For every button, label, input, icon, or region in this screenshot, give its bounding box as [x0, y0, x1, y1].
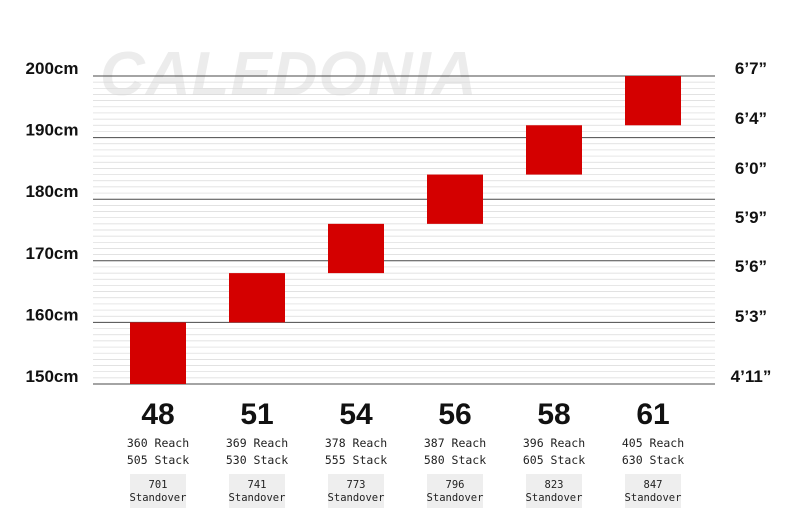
standover-value: 823: [545, 479, 564, 491]
size-range-bar: [625, 76, 681, 126]
standover-box: [229, 474, 285, 508]
stack-value: 605 Stack: [523, 453, 585, 467]
size-range-bar: [526, 125, 582, 175]
standover-label: Standover: [427, 492, 484, 504]
standover-box: [625, 474, 681, 508]
standover-box: [328, 474, 384, 508]
standover-label: Standover: [625, 492, 682, 504]
frame-size-label: 56: [438, 398, 471, 431]
reach-value: 405 Reach: [622, 436, 684, 450]
y-tick-label-cm: 190cm: [26, 121, 79, 140]
frame-size-label: 54: [339, 398, 373, 431]
brand-watermark: CALEDONIA: [100, 40, 478, 109]
standover-label: Standover: [130, 492, 187, 504]
y-tick-label-ft: 4’11”: [731, 367, 772, 386]
standover-value: 796: [446, 479, 465, 491]
size-range-bar: [328, 223, 384, 274]
reach-value: 369 Reach: [226, 436, 288, 450]
standover-value: 773: [347, 479, 366, 491]
standover-label: Standover: [526, 492, 583, 504]
y-tick-label-cm: 170cm: [26, 244, 79, 263]
frame-size-label: 48: [141, 398, 174, 431]
standover-box: [526, 474, 582, 508]
y-tick-label-cm: 180cm: [26, 182, 79, 201]
standover-box: [427, 474, 483, 508]
stack-value: 555 Stack: [325, 453, 387, 467]
standover-value: 847: [644, 479, 663, 491]
frame-size-label: 51: [240, 398, 273, 431]
frame-size-label: 61: [636, 398, 669, 431]
y-tick-label-cm: 160cm: [26, 305, 79, 324]
size-range-bar: [427, 174, 483, 224]
standover-label: Standover: [328, 492, 385, 504]
standover-label: Standover: [229, 492, 286, 504]
standover-value: 701: [149, 479, 168, 491]
size-range-bars: [130, 76, 681, 384]
y-tick-label-ft: 6’0”: [735, 159, 767, 178]
reach-value: 396 Reach: [523, 436, 585, 450]
stack-value: 530 Stack: [226, 453, 288, 467]
stack-value: 580 Stack: [424, 453, 486, 467]
stack-value: 505 Stack: [127, 453, 189, 467]
left-axis-cm: 200cm 190cm 180cm 170cm 160cm 150cm: [26, 59, 79, 386]
reach-value: 360 Reach: [127, 436, 189, 450]
grid-lines: [93, 75, 715, 385]
reach-value: 378 Reach: [325, 436, 387, 450]
stack-value: 630 Stack: [622, 453, 684, 467]
y-tick-label-ft: 6’7”: [735, 59, 767, 78]
reach-value: 387 Reach: [424, 436, 486, 450]
y-tick-label-ft: 5’3”: [735, 307, 767, 326]
y-tick-label-ft: 5’9”: [735, 208, 767, 227]
y-tick-label-ft: 5’6”: [735, 257, 767, 276]
y-tick-label-ft: 6’4”: [735, 109, 767, 128]
y-tick-label-cm: 200cm: [26, 59, 79, 78]
standover-box: [130, 474, 186, 508]
size-range-bar: [130, 322, 186, 384]
y-tick-label-cm: 150cm: [26, 367, 79, 386]
frame-size-label: 58: [537, 398, 570, 431]
standover-value: 741: [248, 479, 267, 491]
right-axis-feet-inches: 6’7” 6’4” 6’0” 5’9” 5’6” 5’3” 4’11”: [731, 59, 772, 386]
size-range-bar: [229, 273, 285, 323]
